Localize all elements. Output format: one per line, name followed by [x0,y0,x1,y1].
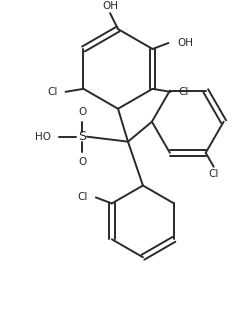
Text: HO: HO [35,132,51,142]
Text: OH: OH [177,38,194,48]
Text: O: O [78,156,86,167]
Text: OH: OH [102,1,118,11]
Text: S: S [78,130,86,143]
Text: Cl: Cl [47,87,58,97]
Text: O: O [78,107,86,117]
Text: Cl: Cl [208,169,219,179]
Text: Cl: Cl [78,192,88,202]
Text: Cl: Cl [178,87,189,97]
